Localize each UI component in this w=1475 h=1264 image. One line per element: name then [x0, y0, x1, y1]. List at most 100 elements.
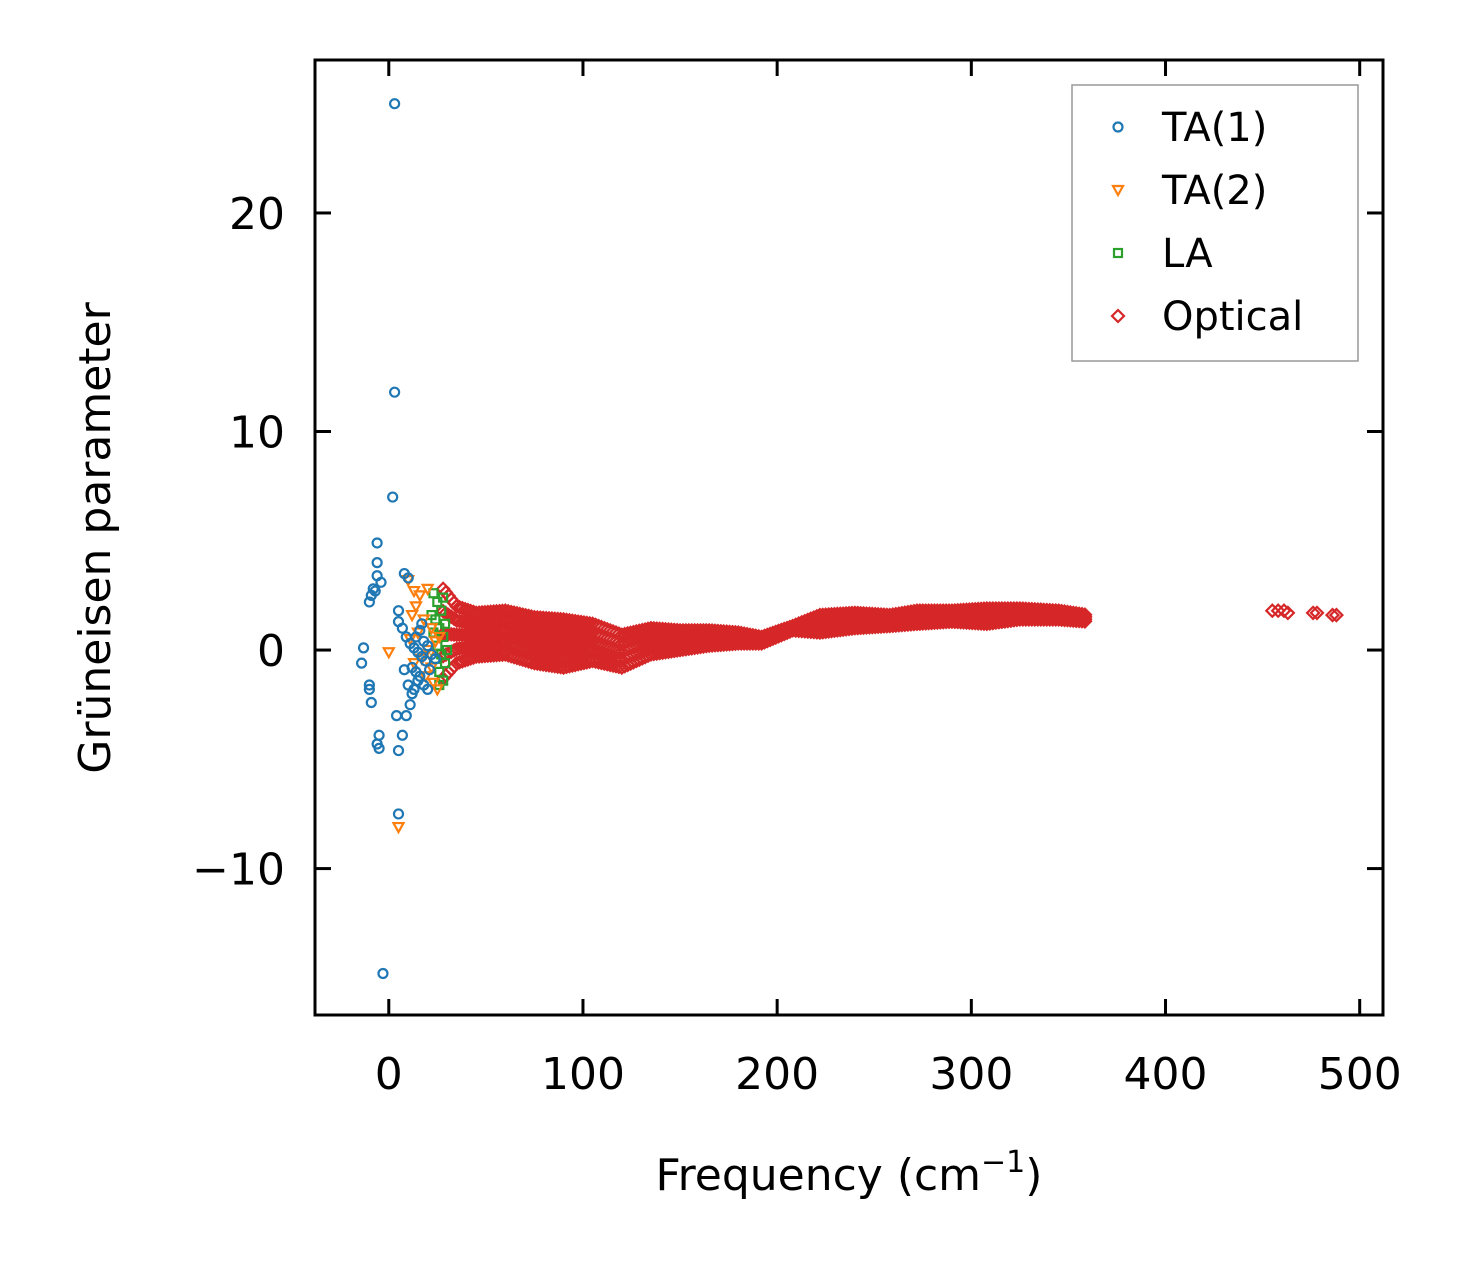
legend-label: TA(2): [1161, 168, 1267, 214]
legend-item: LA: [1112, 231, 1213, 277]
data-point: [389, 98, 401, 110]
data-point: [398, 664, 410, 676]
y-tick-label: 20: [229, 189, 285, 240]
data-point: [405, 609, 419, 623]
data-point: [1276, 603, 1292, 619]
data-point: [1270, 603, 1286, 619]
legend: TA(1) TA(2) LA Optical: [1071, 84, 1359, 362]
data-point: [494, 614, 510, 630]
data-point: [440, 658, 451, 669]
data-point: [420, 655, 432, 667]
legend-item: TA(1): [1112, 105, 1267, 151]
data-point: [1077, 608, 1093, 624]
data-point: [441, 644, 453, 656]
data-point: [408, 683, 420, 695]
x-axis-label-superscript: −1: [981, 1145, 1025, 1180]
x-axis-label-main: Frequency (cm: [656, 1150, 982, 1201]
data-point: [547, 623, 563, 639]
data-point: [429, 653, 441, 665]
data-point: [422, 640, 434, 652]
y-tick-label: −10: [192, 845, 285, 896]
legend-item: TA(2): [1111, 168, 1267, 214]
data-point: [440, 618, 451, 629]
legend-label: Optical: [1162, 294, 1303, 340]
data-point: [371, 557, 383, 569]
data-point: [1309, 605, 1325, 621]
data-point: [391, 821, 406, 835]
data-point: [423, 664, 436, 676]
data-point: [1324, 607, 1341, 623]
data-points: [356, 98, 1344, 980]
data-point: [1328, 607, 1344, 623]
data-point: [363, 596, 375, 608]
x-tick-label: 100: [541, 1049, 625, 1100]
series-ta-1-: [356, 98, 441, 980]
data-point: [422, 683, 434, 695]
data-point: [400, 710, 412, 722]
x-tick-label: 200: [735, 1049, 819, 1100]
data-point: [402, 572, 414, 584]
data-point: [367, 583, 379, 595]
data-point: [409, 601, 423, 614]
data-point: [375, 576, 387, 588]
data-point: [412, 590, 427, 603]
legend-label: TA(1): [1161, 105, 1267, 151]
data-point: [371, 537, 383, 549]
data-point: [532, 621, 548, 637]
data-point: [369, 585, 381, 597]
series-optical: [435, 581, 1344, 687]
x-tick-label: 0: [375, 1049, 403, 1100]
legend-item: Optical: [1110, 294, 1303, 340]
data-point: [416, 618, 428, 630]
data-point: [494, 636, 510, 652]
data-point: [541, 622, 557, 638]
data-point: [356, 657, 368, 669]
data-point: [373, 742, 385, 754]
legend-marker: [1112, 247, 1124, 259]
data-point: [396, 729, 408, 741]
data-point: [544, 622, 560, 638]
data-point: [363, 683, 375, 695]
data-point: [526, 621, 542, 637]
data-point: [420, 583, 435, 597]
data-point: [494, 625, 510, 641]
data-point: [389, 386, 401, 398]
legend-marker: [1110, 308, 1126, 324]
data-point: [412, 675, 424, 687]
y-tick-label: 10: [229, 408, 285, 459]
data-point: [404, 699, 416, 711]
data-point: [390, 710, 403, 722]
data-point: [1077, 607, 1093, 623]
y-axis-label: Grüneisen parameter: [70, 301, 121, 773]
y-tick-label: 0: [257, 626, 285, 677]
data-point: [538, 622, 554, 638]
plot-frame: [313, 58, 1385, 1017]
legend-marker: [1112, 121, 1124, 133]
data-point: [529, 621, 545, 637]
data-point: [357, 642, 370, 654]
x-tick-label: 300: [929, 1049, 1013, 1100]
axis-ticks: 0 100 200 300 400 500 −10 0 10 20: [192, 60, 1402, 1100]
data-point: [373, 729, 385, 741]
legend-marker: [1111, 184, 1125, 198]
data-point: [494, 603, 510, 619]
x-axis-label-end: ): [1025, 1150, 1042, 1201]
data-point: [1264, 603, 1280, 619]
data-point: [426, 677, 441, 691]
data-point: [1305, 605, 1321, 621]
data-point: [428, 636, 443, 649]
data-point: [436, 605, 447, 616]
data-point: [396, 622, 408, 634]
data-point: [535, 622, 551, 638]
data-point: [410, 631, 422, 643]
data-point: [365, 696, 377, 709]
data-point: [424, 623, 439, 636]
x-axis-label: Frequency (cm−1): [656, 1145, 1043, 1201]
data-point: [387, 491, 399, 503]
data-point: [392, 744, 405, 757]
data-point: [1280, 605, 1296, 621]
legend-label: LA: [1162, 231, 1213, 277]
data-point: [550, 611, 566, 627]
data-point: [377, 967, 389, 980]
